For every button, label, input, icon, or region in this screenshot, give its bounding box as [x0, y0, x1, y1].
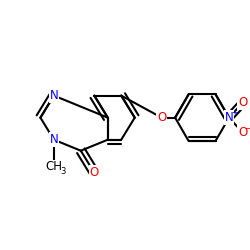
Text: O: O: [157, 111, 166, 124]
Text: +: +: [231, 108, 237, 117]
Text: −: −: [244, 123, 250, 132]
Text: N: N: [225, 111, 234, 124]
Text: 3: 3: [60, 166, 66, 175]
Text: O: O: [90, 166, 99, 179]
Text: N: N: [50, 133, 58, 146]
Text: O: O: [238, 126, 247, 139]
Text: CH: CH: [46, 160, 62, 173]
Text: N: N: [50, 89, 58, 102]
Text: O: O: [238, 96, 247, 110]
